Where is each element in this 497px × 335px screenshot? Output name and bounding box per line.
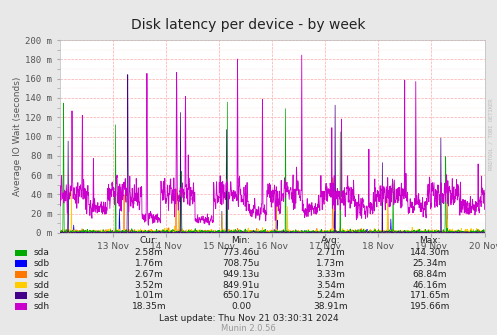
Text: 171.65m: 171.65m <box>410 291 450 300</box>
Text: 46.16m: 46.16m <box>413 281 447 289</box>
Text: 1.01m: 1.01m <box>135 291 164 300</box>
Text: sdb: sdb <box>34 259 50 268</box>
Text: RRDTOOL / TOBI OETIKER: RRDTOOL / TOBI OETIKER <box>488 98 493 170</box>
Text: 18.35m: 18.35m <box>132 302 166 311</box>
Text: sdh: sdh <box>34 302 50 311</box>
Text: 708.75u: 708.75u <box>222 259 260 268</box>
Text: 1.76m: 1.76m <box>135 259 164 268</box>
Text: Max:: Max: <box>419 236 441 245</box>
Text: 3.54m: 3.54m <box>316 281 345 289</box>
Text: 144.30m: 144.30m <box>410 249 450 257</box>
Text: 2.67m: 2.67m <box>135 270 164 279</box>
Text: sdd: sdd <box>34 281 50 289</box>
Text: 949.13u: 949.13u <box>223 270 259 279</box>
Text: sda: sda <box>34 249 50 257</box>
Text: 0.00: 0.00 <box>231 302 251 311</box>
Text: sdc: sdc <box>34 270 49 279</box>
Text: 195.66m: 195.66m <box>410 302 450 311</box>
Text: sde: sde <box>34 291 50 300</box>
Text: 1.73m: 1.73m <box>316 259 345 268</box>
Text: 38.91m: 38.91m <box>313 302 348 311</box>
Text: 849.91u: 849.91u <box>223 281 259 289</box>
Text: Avg:: Avg: <box>321 236 340 245</box>
Text: Disk latency per device - by week: Disk latency per device - by week <box>131 18 366 32</box>
Y-axis label: Average IO Wait (seconds): Average IO Wait (seconds) <box>13 77 22 196</box>
Text: 3.33m: 3.33m <box>316 270 345 279</box>
Text: 25.34m: 25.34m <box>413 259 447 268</box>
Text: 2.58m: 2.58m <box>135 249 164 257</box>
Text: Cur:: Cur: <box>140 236 159 245</box>
Text: Min:: Min: <box>232 236 250 245</box>
Text: 3.52m: 3.52m <box>135 281 164 289</box>
Text: Munin 2.0.56: Munin 2.0.56 <box>221 325 276 333</box>
Text: 68.84m: 68.84m <box>413 270 447 279</box>
Text: 2.71m: 2.71m <box>316 249 345 257</box>
Text: Last update: Thu Nov 21 03:30:31 2024: Last update: Thu Nov 21 03:30:31 2024 <box>159 314 338 323</box>
Text: 5.24m: 5.24m <box>316 291 345 300</box>
Text: 650.17u: 650.17u <box>222 291 260 300</box>
Text: 773.46u: 773.46u <box>223 249 259 257</box>
